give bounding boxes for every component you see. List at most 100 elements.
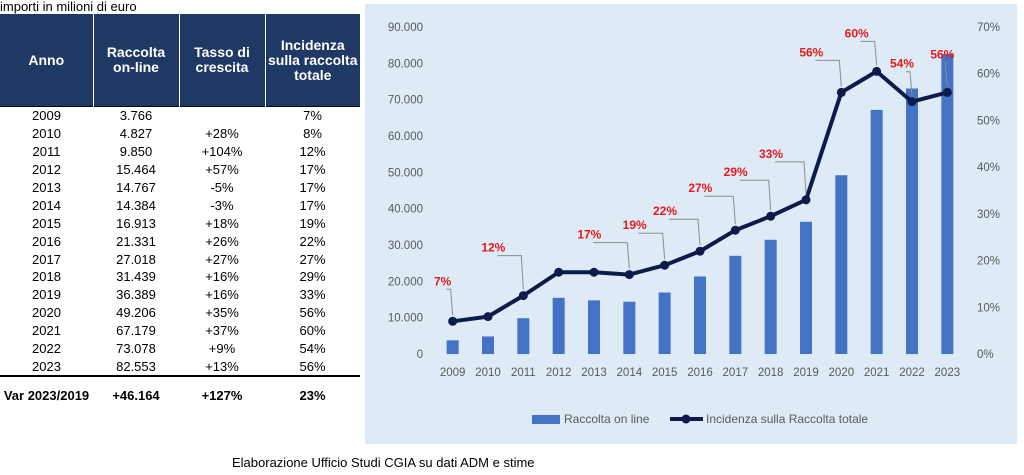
cell-anno: 2015	[32, 215, 61, 231]
bar	[799, 221, 813, 354]
cell-raccolta: 21.331	[116, 233, 156, 249]
data-label: 19%	[623, 218, 647, 232]
line-point	[907, 97, 917, 107]
cell-incidenza: 12%	[299, 144, 326, 160]
table-row: 2010 4.827 +28% 8%	[0, 125, 360, 143]
cell-tasso: -5%	[210, 180, 234, 195]
table-row: 2020 49.206 +35% 56%	[0, 304, 360, 322]
cell-anno: 2014	[32, 197, 61, 213]
line-point	[624, 270, 634, 280]
data-label: 22%	[653, 204, 677, 218]
y-left-tick: 90.000	[388, 22, 423, 34]
x-tick: 2023	[935, 367, 961, 379]
cell-incidenza: 8%	[303, 126, 322, 142]
table-row: 2022 73.078 +9% 54%	[0, 340, 360, 358]
bar	[552, 297, 565, 354]
x-tick: 2018	[758, 367, 784, 379]
cell-incidenza: 54%	[299, 341, 326, 357]
bar	[941, 54, 954, 354]
cell-raccolta: 36.389	[116, 287, 156, 303]
table-row: 2015 16.913 +18% 19%	[0, 214, 360, 232]
y-right-tick: 50%	[977, 115, 1000, 127]
x-tick: 2011	[511, 367, 536, 379]
cell-tasso: -3%	[210, 197, 234, 213]
header-tasso: Tasso di crescita	[179, 14, 266, 107]
cell-incidenza: 56%	[299, 358, 326, 374]
data-label: 27%	[688, 181, 712, 195]
y-right-tick: 30%	[977, 209, 1000, 221]
bar	[729, 255, 742, 354]
y-left-tick: 40.000	[388, 204, 423, 216]
table-row: 2021 67.179 +37% 60%	[0, 322, 360, 340]
cell-incidenza: 7%	[265, 105, 360, 125]
line-point	[872, 66, 882, 76]
cell-incidenza: 56%	[299, 305, 326, 321]
cell-raccolta: 49.206	[116, 305, 156, 321]
cell-tasso: +9%	[208, 341, 236, 357]
table-row: 2017 27.018 +27% 27%	[0, 250, 360, 268]
footer-raccolta: +46.164	[93, 375, 179, 414]
cell-tasso	[179, 105, 265, 125]
table-header-row: Anno Raccolta on-line Tasso di crescita …	[0, 14, 360, 107]
line-point	[836, 87, 846, 97]
cell-incidenza: 29%	[299, 269, 326, 285]
chart-panel: 0 10.000 20.000 30.000 40.000 50.000 60.000 70.…	[365, 4, 1017, 444]
data-label: 56%	[799, 45, 823, 59]
x-tick: 2020	[829, 367, 855, 379]
label-leader	[815, 59, 842, 87]
table-row: 2023 82.553 +13% 56%	[0, 357, 360, 376]
source-caption: Elaborazione Ufficio Studi CGIA su dati …	[232, 455, 535, 470]
cell-incidenza: 27%	[299, 251, 326, 267]
bar	[587, 300, 601, 354]
x-tick: 2016	[687, 367, 713, 379]
cell-tasso: +13%	[205, 358, 239, 374]
data-label: 29%	[724, 165, 748, 179]
y-left-tick: 30.000	[388, 240, 423, 252]
table-row: 2009 3.766 7%	[0, 105, 360, 125]
x-tick: 2022	[899, 367, 925, 379]
line-point	[766, 211, 776, 221]
bar	[658, 292, 671, 354]
cell-raccolta: 27.018	[116, 251, 156, 267]
y-right-tick: 70%	[977, 22, 1000, 34]
line-point	[660, 260, 670, 270]
table-row: 2012 15.464 +57% 17%	[0, 161, 360, 179]
y-left-tick: 50.000	[388, 167, 423, 179]
data-label: 7%	[434, 274, 452, 288]
cell-anno: 2022	[32, 341, 61, 357]
table-body: 2009 3.766 7% 2010 4.827 +28% 8% 2011 9.850 +104%…	[0, 105, 360, 377]
combo-chart: 0 10.000 20.000 30.000 40.000 50.000 60.000 70.…	[388, 22, 1000, 426]
cell-incidenza: 60%	[299, 323, 326, 339]
cell-incidenza: 19%	[299, 215, 326, 231]
table-row: 2011 9.850 +104% 12%	[0, 143, 360, 161]
legend-line-label: Incidenza sulla Raccolta totale	[706, 412, 868, 426]
table-row: 2018 31.439 +16% 29%	[0, 268, 360, 286]
footer-label: Var 2023/2019	[0, 375, 93, 414]
legend-bar-label: Raccolta on line	[564, 412, 650, 426]
cell-incidenza: 17%	[299, 197, 326, 213]
cell-tasso: +28%	[205, 126, 239, 142]
label-leader	[638, 232, 666, 260]
cell-raccolta: 9.850	[119, 144, 153, 160]
x-tick: 2014	[617, 367, 643, 379]
line-point	[589, 267, 599, 277]
footer-tasso: +127%	[179, 375, 265, 414]
data-label: 12%	[481, 241, 505, 255]
line-point	[942, 87, 952, 97]
x-tick: 2009	[440, 367, 466, 379]
y-left-tick: 60.000	[388, 131, 423, 143]
cell-anno: 2023	[32, 358, 61, 374]
x-tick: 2019	[793, 367, 819, 379]
label-leader	[593, 242, 630, 269]
x-tick: 2021	[864, 367, 890, 379]
cell-incidenza: 22%	[299, 233, 326, 249]
bar	[446, 340, 459, 354]
bar	[693, 276, 707, 354]
cell-anno: 2010	[32, 126, 61, 142]
cell-anno: 2011	[32, 144, 61, 160]
data-label: 56%	[930, 47, 954, 61]
data-label: 54%	[890, 57, 914, 71]
cell-anno: 2013	[32, 180, 61, 195]
label-leader	[446, 288, 454, 316]
x-tick: 2012	[546, 367, 572, 379]
